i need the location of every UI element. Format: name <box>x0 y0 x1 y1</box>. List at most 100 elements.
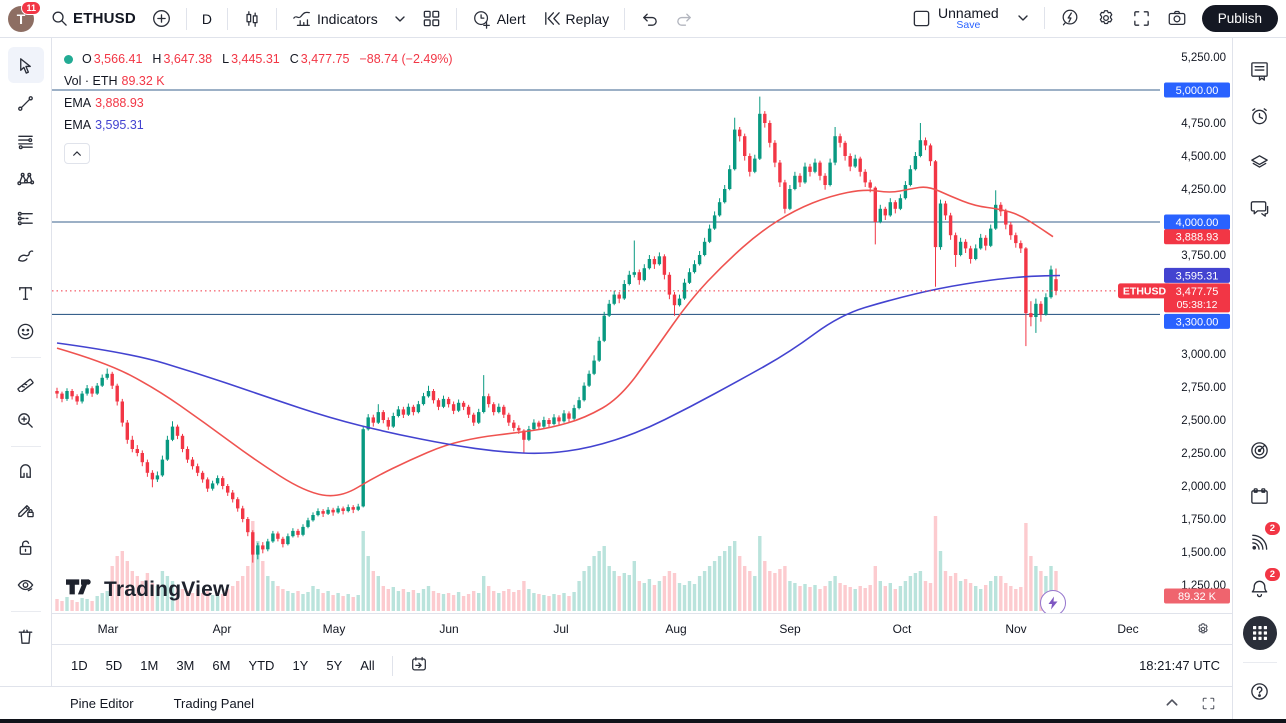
axis-settings-button[interactable] <box>1195 621 1211 642</box>
instant-trading-button[interactable] <box>1040 590 1066 616</box>
pine-editor-tab[interactable]: Pine Editor <box>70 695 134 711</box>
redo-icon <box>677 13 691 26</box>
redo-button[interactable] <box>668 5 701 32</box>
indicator-templates-button[interactable] <box>387 9 413 29</box>
notifications-button[interactable]: 2 <box>1242 568 1280 606</box>
ema1-row: EMA 3,888.93 <box>64 92 453 114</box>
range-1y-button[interactable]: 1Y <box>292 658 309 673</box>
range-all-button[interactable]: All <box>360 658 375 673</box>
xabcd-pattern-icon <box>17 172 35 185</box>
snapshot-button[interactable] <box>1160 4 1194 32</box>
range-5y-button[interactable]: 5Y <box>326 658 343 673</box>
interval-button[interactable]: D <box>195 7 219 31</box>
toolbar-separator <box>455 7 457 30</box>
projection-icon <box>17 211 33 225</box>
gear-icon <box>1198 623 1208 634</box>
svg-text:4,500.00: 4,500.00 <box>1181 151 1226 163</box>
trash-icon <box>18 629 33 644</box>
window-bottom-edge <box>0 719 1286 723</box>
chart-settings-button[interactable] <box>1089 4 1123 32</box>
indicators-button[interactable]: Indicators <box>285 5 385 33</box>
publish-button[interactable]: Publish <box>1201 4 1278 32</box>
change-value: −88.74 (−2.49%) <box>359 52 453 66</box>
layout-menu-button[interactable] <box>1010 8 1036 28</box>
cursor-tool[interactable] <box>7 47 44 83</box>
emoji-tool[interactable] <box>8 313 44 349</box>
hide-drawings-tool[interactable] <box>8 567 44 603</box>
fib-retracement-tool[interactable] <box>8 123 44 159</box>
high-value: 3,647.38 <box>163 52 213 66</box>
symbol-search-button[interactable]: ETHUSD <box>44 6 143 31</box>
zoom-in-icon <box>18 412 33 428</box>
chart-pane[interactable]: 5,250.00 4,750.00 4,500.00 4,250.00 3,750.00… <box>52 38 1232 616</box>
layout-grid-button[interactable] <box>415 5 448 32</box>
range-3m-button[interactable]: 3M <box>176 658 195 673</box>
apps-menu-button[interactable] <box>1242 616 1277 650</box>
timeframe-bar: 1D 5D 1M 3M 6M YTD 1Y 5Y All 18:21:47 UT… <box>52 644 1232 686</box>
range-6m-button[interactable]: 6M <box>212 658 231 673</box>
projection-tool[interactable] <box>8 199 44 235</box>
rail-divider <box>10 446 41 447</box>
pencil-lock-icon <box>18 504 34 517</box>
calendar-button[interactable] <box>1242 478 1278 514</box>
save-layout-button[interactable]: Unnamed Save <box>905 2 1008 36</box>
range-1d-button[interactable]: 1D <box>71 658 88 673</box>
brush-icon <box>18 249 34 262</box>
go-to-date-button[interactable] <box>403 651 435 680</box>
streams-button[interactable]: 2 <box>1242 522 1280 560</box>
alert-button[interactable]: Alert <box>465 5 533 33</box>
time-axis[interactable]: Mar Apr May Jun Jul Aug Sep Oct Nov Dec <box>52 613 1232 645</box>
replay-button[interactable]: Replay <box>535 5 617 32</box>
user-avatar[interactable]: T 11 <box>8 0 41 32</box>
trading-panel-tab[interactable]: Trading Panel <box>173 695 255 711</box>
remove-drawings-tool[interactable] <box>8 618 44 654</box>
chart-canvas[interactable]: 5,250.00 4,750.00 4,500.00 4,250.00 3,750.00… <box>52 38 1232 613</box>
measure-tool[interactable] <box>8 364 44 400</box>
panel-expand-icon[interactable] <box>1165 696 1179 710</box>
watchlist-button[interactable] <box>1242 52 1278 88</box>
alerts-panel-button[interactable] <box>1242 98 1278 134</box>
save-label[interactable]: Save <box>956 19 981 32</box>
lock-all-drawings-tool[interactable] <box>8 529 44 565</box>
search-icon <box>52 11 67 26</box>
range-1m-button[interactable]: 1M <box>140 658 159 673</box>
chat-button[interactable] <box>1242 190 1278 226</box>
lightning-icon <box>1048 596 1058 610</box>
panel-maximize-icon[interactable] <box>1201 696 1216 711</box>
trend-line-tool[interactable] <box>8 85 44 121</box>
text-tool[interactable] <box>8 275 44 311</box>
svg-text:4,250.00: 4,250.00 <box>1181 184 1226 196</box>
month-label-sep: Sep <box>779 622 801 636</box>
quick-search-button[interactable] <box>1053 4 1087 32</box>
volume-value: 89.32 K <box>121 74 165 88</box>
fib-retracement-icon <box>18 135 33 149</box>
legend-collapse-button[interactable] <box>64 143 90 164</box>
pattern-tool[interactable] <box>8 161 44 197</box>
high-label: H <box>152 52 162 66</box>
plus-circle-icon <box>152 10 170 27</box>
timezone-button[interactable]: 18:21:47 UTC <box>1139 658 1220 673</box>
screener-button[interactable] <box>1242 432 1278 468</box>
range-ytd-button[interactable]: YTD <box>248 658 275 673</box>
month-label-oct: Oct <box>892 622 912 636</box>
indicators-icon <box>293 11 310 26</box>
undo-button[interactable] <box>633 5 666 32</box>
magnet-mode-tool[interactable] <box>8 453 44 489</box>
fullscreen-button[interactable] <box>1125 5 1158 32</box>
symbol-label: ETHUSD <box>73 10 136 27</box>
tradingview-watermark: TradingView <box>66 578 230 602</box>
alarm-clock-icon <box>1252 107 1267 124</box>
indicators-label: Indicators <box>317 10 378 27</box>
ema2-value: 3,595.31 <box>95 118 144 132</box>
drawing-mode-lock-tool[interactable] <box>8 491 44 527</box>
brush-tool[interactable] <box>8 237 44 273</box>
avatar-initial: T <box>16 10 26 27</box>
help-button[interactable] <box>1242 673 1278 709</box>
chart-style-button[interactable] <box>236 6 268 32</box>
compare-add-symbol-button[interactable] <box>145 5 178 32</box>
object-tree-button[interactable] <box>1242 144 1278 180</box>
zoom-in-tool[interactable] <box>8 402 44 438</box>
ohlc-row: O 3,566.41 H 3,647.38 L 3,445.31 C 3,477.75 … <box>64 48 453 70</box>
chevron-down-icon <box>1018 15 1028 22</box>
range-5d-button[interactable]: 5D <box>105 658 123 673</box>
